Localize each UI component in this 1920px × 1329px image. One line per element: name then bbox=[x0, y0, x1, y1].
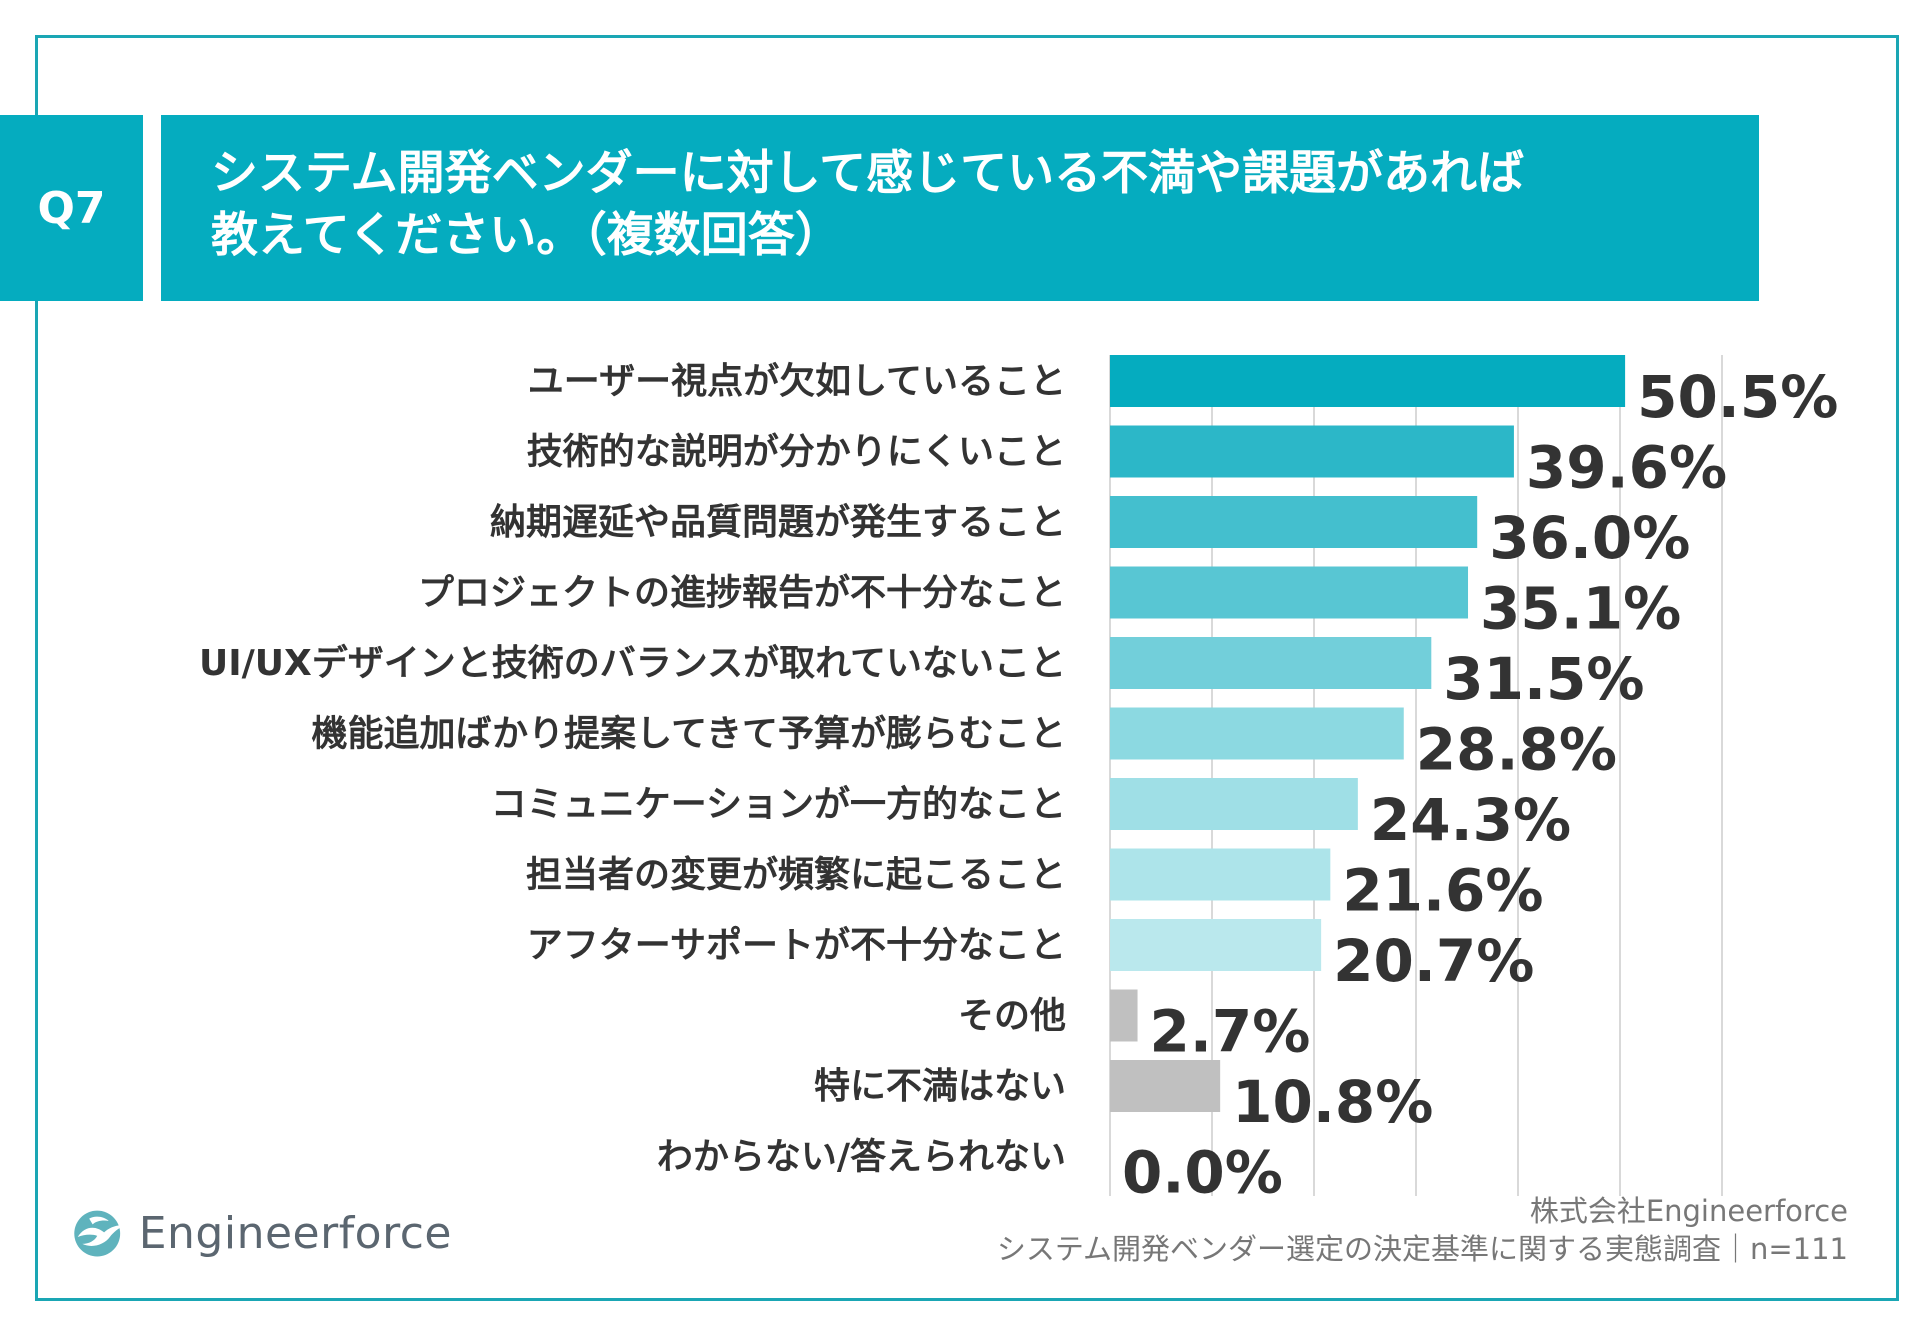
bar bbox=[1110, 989, 1138, 1042]
question-number: Q7 bbox=[37, 182, 106, 234]
bar bbox=[1110, 848, 1331, 901]
category-label: わからない/答えられない bbox=[657, 1137, 1066, 1178]
value-label: 31.5% bbox=[1443, 645, 1644, 713]
footer-credit: 株式会社Engineerforce システム開発ベンダー選定の決定基準に関する実… bbox=[997, 1192, 1848, 1268]
category-label: その他 bbox=[958, 996, 1066, 1037]
value-label: 2.7% bbox=[1150, 998, 1311, 1066]
category-label: プロジェクトの進捗報告が不十分なこと bbox=[418, 573, 1066, 614]
value-label: 10.8% bbox=[1232, 1068, 1433, 1136]
value-label: 36.0% bbox=[1489, 504, 1690, 572]
question-number-badge: Q7 bbox=[0, 115, 143, 301]
category-label: 担当者の変更が頻繁に起こること bbox=[526, 854, 1066, 896]
category-label: 特に不満はない bbox=[814, 1066, 1066, 1107]
bar bbox=[1110, 425, 1514, 478]
bar bbox=[1110, 1060, 1221, 1112]
value-label: 20.7% bbox=[1333, 927, 1534, 995]
value-label: 24.3% bbox=[1370, 786, 1571, 854]
category-label: ユーザー視点が欠如していること bbox=[528, 360, 1066, 402]
footer-survey: システム開発ベンダー選定の決定基準に関する実態調査｜n=111 bbox=[996, 1232, 1848, 1266]
engineerforce-logo: Engineerforce bbox=[72, 1188, 452, 1278]
bar bbox=[1110, 778, 1358, 830]
value-label: 39.6% bbox=[1526, 434, 1727, 502]
value-label: 35.1% bbox=[1480, 575, 1681, 643]
question-title-line2: 教えてください。（複数回答） bbox=[211, 208, 842, 263]
value-label: 0.0% bbox=[1122, 1139, 1283, 1207]
logo-text: Engineerforce bbox=[138, 1207, 452, 1259]
category-label: アフターサポートが不十分なこと bbox=[527, 924, 1066, 966]
bird-wave-logo-icon bbox=[74, 1210, 124, 1257]
question-title-line1: システム開発ベンダーに対して感じている不満や課題があれば bbox=[211, 146, 1525, 201]
value-label: 28.8% bbox=[1416, 716, 1617, 784]
value-label: 50.5% bbox=[1637, 363, 1838, 431]
category-label: コミュニケーションが一方的なこと bbox=[491, 784, 1066, 825]
outer-frame bbox=[35, 35, 1899, 1301]
bar bbox=[1110, 566, 1469, 619]
bar bbox=[1110, 637, 1432, 689]
bar bbox=[1110, 355, 1626, 407]
bar bbox=[1110, 707, 1404, 760]
value-label: 21.6% bbox=[1342, 857, 1543, 925]
question-title-banner: システム開発ベンダーに対して感じている不満や課題があれば 教えてください。（複数… bbox=[161, 115, 1759, 301]
footer-company: 株式会社Engineerforce bbox=[1529, 1194, 1848, 1228]
category-label: UI/UXデザインと技術のバランスが取れていないこと bbox=[199, 642, 1066, 684]
category-label: 納期遅延や品質問題が発生すること bbox=[490, 502, 1066, 543]
bar bbox=[1110, 919, 1322, 971]
category-label: 技術的な説明が分かりにくいこと bbox=[527, 432, 1066, 473]
bar bbox=[1110, 496, 1478, 548]
category-label: 機能追加ばかり提案してきて予算が膨らむこと bbox=[311, 714, 1066, 755]
